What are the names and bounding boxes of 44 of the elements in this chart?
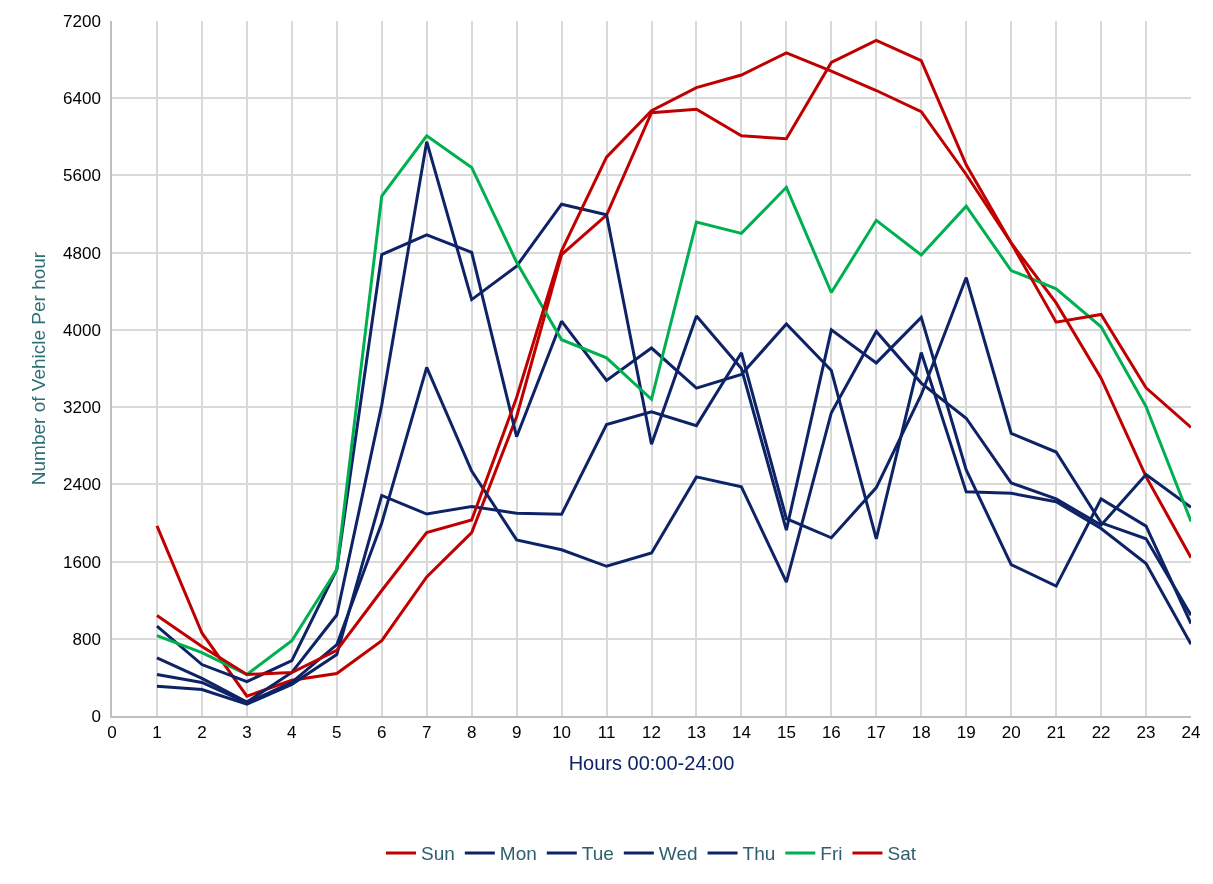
x-tick-label: 20 <box>1001 723 1021 743</box>
x-tick-label: 21 <box>1046 723 1066 743</box>
y-tick-label: 2400 <box>63 475 101 495</box>
x-tick-label: 5 <box>332 723 342 743</box>
legend-label: Thu <box>742 843 776 865</box>
y-tick-label: 5600 <box>63 166 101 186</box>
legend-label: Sun <box>421 843 455 865</box>
x-tick-label: 6 <box>377 723 387 743</box>
x-tick-label: 14 <box>731 723 751 743</box>
x-tick-label: 4 <box>287 723 297 743</box>
x-tick-label: 19 <box>956 723 976 743</box>
x-tick-label: 18 <box>911 723 931 743</box>
y-tick-label: 800 <box>72 629 101 649</box>
legend-label: Tue <box>581 843 614 865</box>
legend-label: Fri <box>820 843 843 865</box>
x-tick-label: 8 <box>466 723 477 743</box>
legend-label: Mon <box>499 843 537 865</box>
x-tick-label: 10 <box>552 723 572 743</box>
x-tick-label: 23 <box>1136 723 1156 743</box>
x-tick-label: 22 <box>1091 723 1111 743</box>
y-tick-label: 6400 <box>63 89 101 109</box>
y-tick-label: 4800 <box>63 243 101 263</box>
x-tick-label: 7 <box>421 723 432 743</box>
x-tick-label: 3 <box>242 723 252 743</box>
x-tick-label: 13 <box>687 723 706 743</box>
x-axis-title: Hours 00:00-24:00 <box>568 752 735 775</box>
x-tick-label: 0 <box>107 723 117 743</box>
x-tick-label: 9 <box>511 723 522 743</box>
x-tick-label: 12 <box>642 723 661 743</box>
x-tick-label: 2 <box>197 723 207 743</box>
x-tick-label: 24 <box>1181 723 1201 743</box>
y-tick-label: 4000 <box>63 320 101 340</box>
legend-label: Sat <box>887 843 917 865</box>
legend-label: Wed <box>658 843 698 865</box>
y-tick-label: 1600 <box>63 552 101 572</box>
y-axis-title: Number of Vehicle Per hour <box>28 251 50 486</box>
y-tick-label: 0 <box>91 706 101 726</box>
x-tick-label: 1 <box>152 723 162 743</box>
x-tick-label: 11 <box>597 723 616 743</box>
y-tick-label: 7200 <box>63 11 101 31</box>
y-tick-label: 3200 <box>63 398 101 418</box>
x-tick-label: 17 <box>866 723 886 743</box>
x-tick-label: 16 <box>821 723 841 743</box>
x-tick-label: 15 <box>776 723 796 743</box>
